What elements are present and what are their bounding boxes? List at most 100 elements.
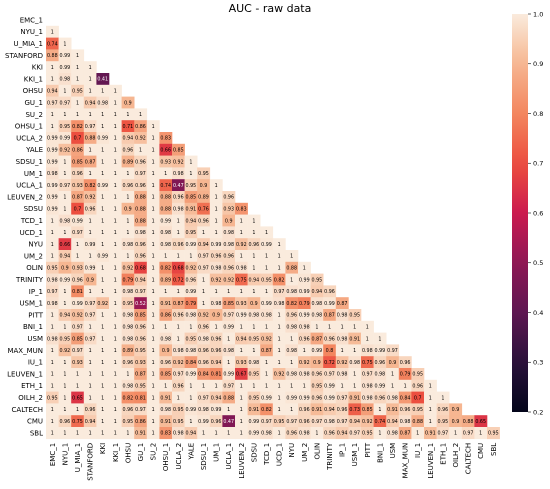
heatmap-cell [121, 96, 135, 109]
heatmap-cell [159, 179, 173, 192]
heatmap-cell [209, 250, 223, 263]
cell-value-label: 0.92 [211, 277, 222, 283]
cell-value-label: 0.94 [211, 395, 222, 401]
cell-value-label: 1 [114, 289, 117, 295]
heatmap-cell [386, 368, 400, 381]
cell-value-label: 1 [240, 419, 243, 425]
x-tick-label: UM_2 [301, 443, 309, 462]
cell-value-label: 1 [404, 384, 407, 390]
cell-value-label: 0.96 [85, 407, 96, 413]
cell-value-label: 1 [114, 171, 117, 177]
cell-value-label: 1 [202, 230, 205, 236]
y-tick-label: BNI_1 [23, 323, 43, 331]
cell-value-label: 0.94 [236, 336, 247, 342]
cell-value-label: 0.98 [186, 348, 197, 354]
heatmap-cell [222, 202, 236, 215]
x-tick-label: USM [389, 443, 397, 459]
cell-value-label: 1 [416, 431, 419, 437]
cell-value-label: 1 [265, 254, 268, 260]
cell-value-label: 1 [177, 289, 180, 295]
cell-value-label: 0.87 [400, 431, 411, 437]
cell-value-label: 0.85 [223, 301, 234, 307]
heatmap-cell [209, 261, 223, 274]
cell-value-label: 1 [63, 407, 66, 413]
heatmap-cell [96, 155, 110, 168]
cell-value-label: 1 [114, 112, 117, 118]
heatmap-cell [146, 285, 160, 298]
cell-value-label: 1 [215, 207, 218, 213]
heatmap-cell [134, 320, 148, 333]
x-tick-label: OLIN [313, 443, 321, 460]
cell-value-label: 1 [152, 360, 155, 366]
y-tick-label: OHSU [23, 87, 43, 95]
heatmap-cell [121, 167, 135, 180]
heatmap-cell [83, 403, 97, 416]
y-tick-label: LEUVEN_2 [7, 193, 43, 201]
heatmap-cell [71, 73, 85, 86]
heatmap-cell [71, 403, 85, 416]
heatmap-cell [285, 427, 299, 440]
cell-value-label: 1 [252, 289, 255, 295]
cell-value-label: 0.7 [74, 207, 82, 213]
cell-value-label: 0.98 [375, 372, 386, 378]
heatmap-cell [298, 309, 311, 322]
heatmap-cell [109, 344, 122, 357]
cell-value-label: 0.98 [362, 395, 373, 401]
heatmap-cell [260, 344, 274, 357]
heatmap-cell [222, 261, 236, 274]
heatmap-cell [260, 297, 274, 310]
heatmap-cell [96, 344, 110, 357]
heatmap-cell [260, 285, 274, 298]
heatmap-cell [71, 214, 85, 227]
heatmap-cell [235, 320, 248, 333]
y-tick-label: MAX_MUN [7, 347, 43, 355]
cell-value-label: 0.92 [337, 360, 348, 366]
cell-value-label: 0.9 [124, 207, 132, 213]
heatmap-cell [298, 297, 311, 310]
heatmap-cell [424, 391, 437, 404]
x-tick-label: GU_1 [137, 443, 145, 462]
cell-value-label: 1 [51, 348, 54, 354]
cell-value-label: 1 [227, 289, 230, 295]
heatmap-cell [46, 108, 59, 121]
cell-value-label: 1 [152, 195, 155, 201]
cell-value-label: 0.98 [223, 348, 234, 354]
heatmap-cell [83, 285, 97, 298]
y-tick-label: USM [27, 335, 43, 343]
cell-value-label: 1 [164, 254, 167, 260]
cell-value-label: 0.9 [389, 360, 397, 366]
cell-value-label: 0.96 [135, 242, 146, 248]
heatmap-cell [121, 273, 135, 286]
heatmap-cell [348, 379, 362, 392]
heatmap-cell [172, 273, 185, 286]
cell-value-label: 1 [366, 325, 369, 331]
colorbar: 0.2 0.3 0.4 0.5 0.6 0.7 0.8 0.9 1.0 [512, 10, 543, 416]
heatmap-cell [46, 273, 59, 286]
cell-value-label: 0.98 [387, 431, 398, 437]
heatmap-cell [209, 403, 223, 416]
cell-value-label: 1 [114, 325, 117, 331]
cell-value-label: 0.88 [85, 136, 96, 142]
cell-value-label: 1 [177, 218, 180, 224]
cell-value-label: 0.99 [47, 183, 58, 189]
cell-value-label: 1 [353, 325, 356, 331]
cell-value-label: 0.98 [312, 301, 323, 307]
cell-value-label: 0.99 [60, 136, 71, 142]
cell-value-label: 1 [101, 336, 104, 342]
cell-value-label: 0.96 [324, 336, 335, 342]
heatmap-cell [235, 356, 248, 369]
heatmap-cell [222, 214, 236, 227]
heatmap-cell [146, 191, 160, 204]
cell-value-label: 0.94 [186, 431, 197, 437]
cell-value-label: 1 [101, 431, 104, 437]
heatmap-cell [222, 309, 236, 322]
heatmap-cell [172, 427, 185, 440]
heatmap-cell [222, 297, 236, 310]
x-tick-label: MAX_MUN [402, 443, 410, 479]
heatmap-cell [272, 356, 286, 369]
cell-value-label: 0.98 [211, 301, 222, 307]
heatmap-cell [260, 250, 274, 263]
heatmap-cell [184, 191, 198, 204]
heatmap-cell [209, 202, 223, 215]
cell-value-label: 0.96 [223, 266, 234, 272]
